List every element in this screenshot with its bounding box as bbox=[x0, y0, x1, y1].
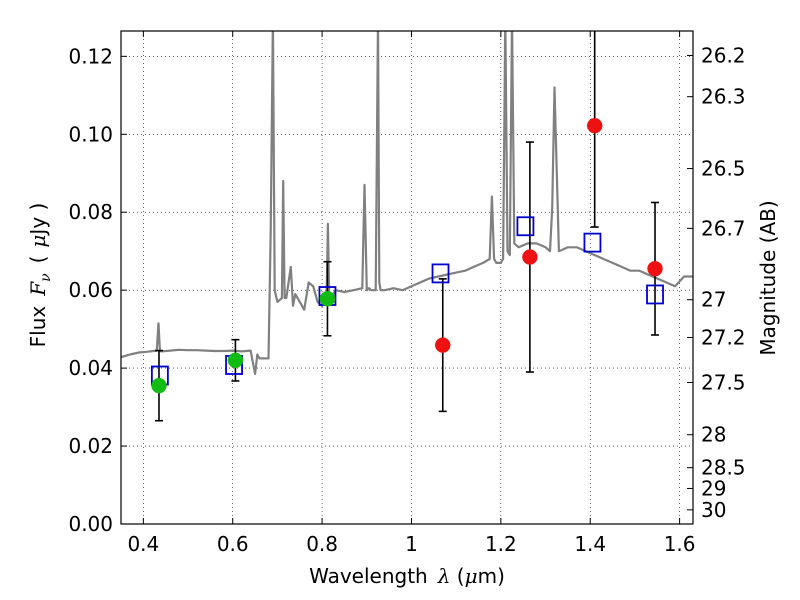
y-axis-nu: ν bbox=[38, 273, 54, 282]
observed-circle-point bbox=[647, 260, 663, 277]
y2-tick-label: 27.5 bbox=[701, 371, 746, 395]
x-axis-unit-rest: m) bbox=[478, 564, 505, 588]
y-tick-label: 0.08 bbox=[68, 200, 113, 224]
model-square-point bbox=[583, 232, 602, 253]
y-axis-unit-rest: Jy ) bbox=[26, 203, 50, 237]
y2-axis-label: Magnitude (AB) bbox=[756, 200, 780, 355]
x-tick-label: 0.4 bbox=[127, 532, 159, 556]
y-axis-F: F bbox=[26, 281, 50, 297]
y-axis-unit-mu: μ bbox=[26, 235, 50, 248]
x-tick-label: 0.6 bbox=[217, 532, 249, 556]
model-square-point bbox=[516, 216, 535, 237]
plot-frame bbox=[120, 30, 694, 525]
y2-tick-label: 27.2 bbox=[701, 325, 746, 349]
y-tick-label: 0.02 bbox=[68, 434, 113, 458]
observed-circle-point bbox=[435, 337, 451, 353]
x-axis-lambda: λ bbox=[437, 564, 451, 588]
x-tick-label: 1.4 bbox=[574, 532, 606, 556]
y2-tick-label: 26.5 bbox=[701, 157, 746, 181]
observed-circle-point bbox=[151, 377, 167, 394]
y2-tick-label: 26.7 bbox=[701, 216, 746, 240]
observed-circle-point bbox=[522, 249, 538, 265]
x-axis-label: Wavelength λ (μm) bbox=[309, 564, 505, 588]
y2-tick-label: 28 bbox=[701, 423, 726, 447]
y2-tick-label: 30 bbox=[701, 498, 726, 522]
ticks: 0.4 0.6 0.8 1 1.2 1.4 1.6 0.00 0.02 0.04 0.06 0.08 0… bbox=[68, 31, 746, 556]
y-tick-label: 0.06 bbox=[68, 278, 113, 302]
y-tick-label: 0.10 bbox=[68, 122, 113, 146]
observed-circle-point bbox=[227, 352, 244, 369]
y2-tick-label: 29 bbox=[701, 476, 726, 500]
y-axis-label-text: Flux bbox=[26, 306, 50, 348]
y2-tick-label: 26.3 bbox=[701, 85, 746, 109]
observed-circle-point bbox=[586, 117, 603, 134]
y2-tick-label: 26.2 bbox=[701, 43, 746, 67]
y2-tick-label: 27 bbox=[701, 288, 726, 312]
x-axis-unit-mu: μ bbox=[465, 564, 478, 588]
model-square-point bbox=[646, 284, 664, 305]
x-axis-unit-open: ( bbox=[450, 564, 464, 588]
x-tick-label: 1.2 bbox=[485, 532, 517, 556]
x-tick-label: 1 bbox=[405, 532, 418, 556]
y-tick-label: 0.12 bbox=[68, 44, 113, 68]
y2-tick-label: 28.5 bbox=[701, 456, 746, 480]
x-axis-label-text: Wavelength bbox=[309, 564, 428, 588]
y-axis-unit-open: ( bbox=[26, 256, 50, 264]
plot-background bbox=[121, 31, 693, 524]
x-tick-label: 1.6 bbox=[664, 532, 696, 556]
y-tick-label: 0.00 bbox=[68, 512, 113, 536]
y-axis-label: Flux Fν ( μJy ) bbox=[26, 203, 54, 348]
plot-area bbox=[121, 31, 693, 422]
observed-circle-point bbox=[319, 290, 336, 307]
y-tick-label: 0.04 bbox=[68, 356, 113, 380]
model-square-point bbox=[431, 263, 450, 284]
x-tick-label: 0.8 bbox=[306, 532, 338, 556]
spectrum-line bbox=[121, 31, 693, 376]
